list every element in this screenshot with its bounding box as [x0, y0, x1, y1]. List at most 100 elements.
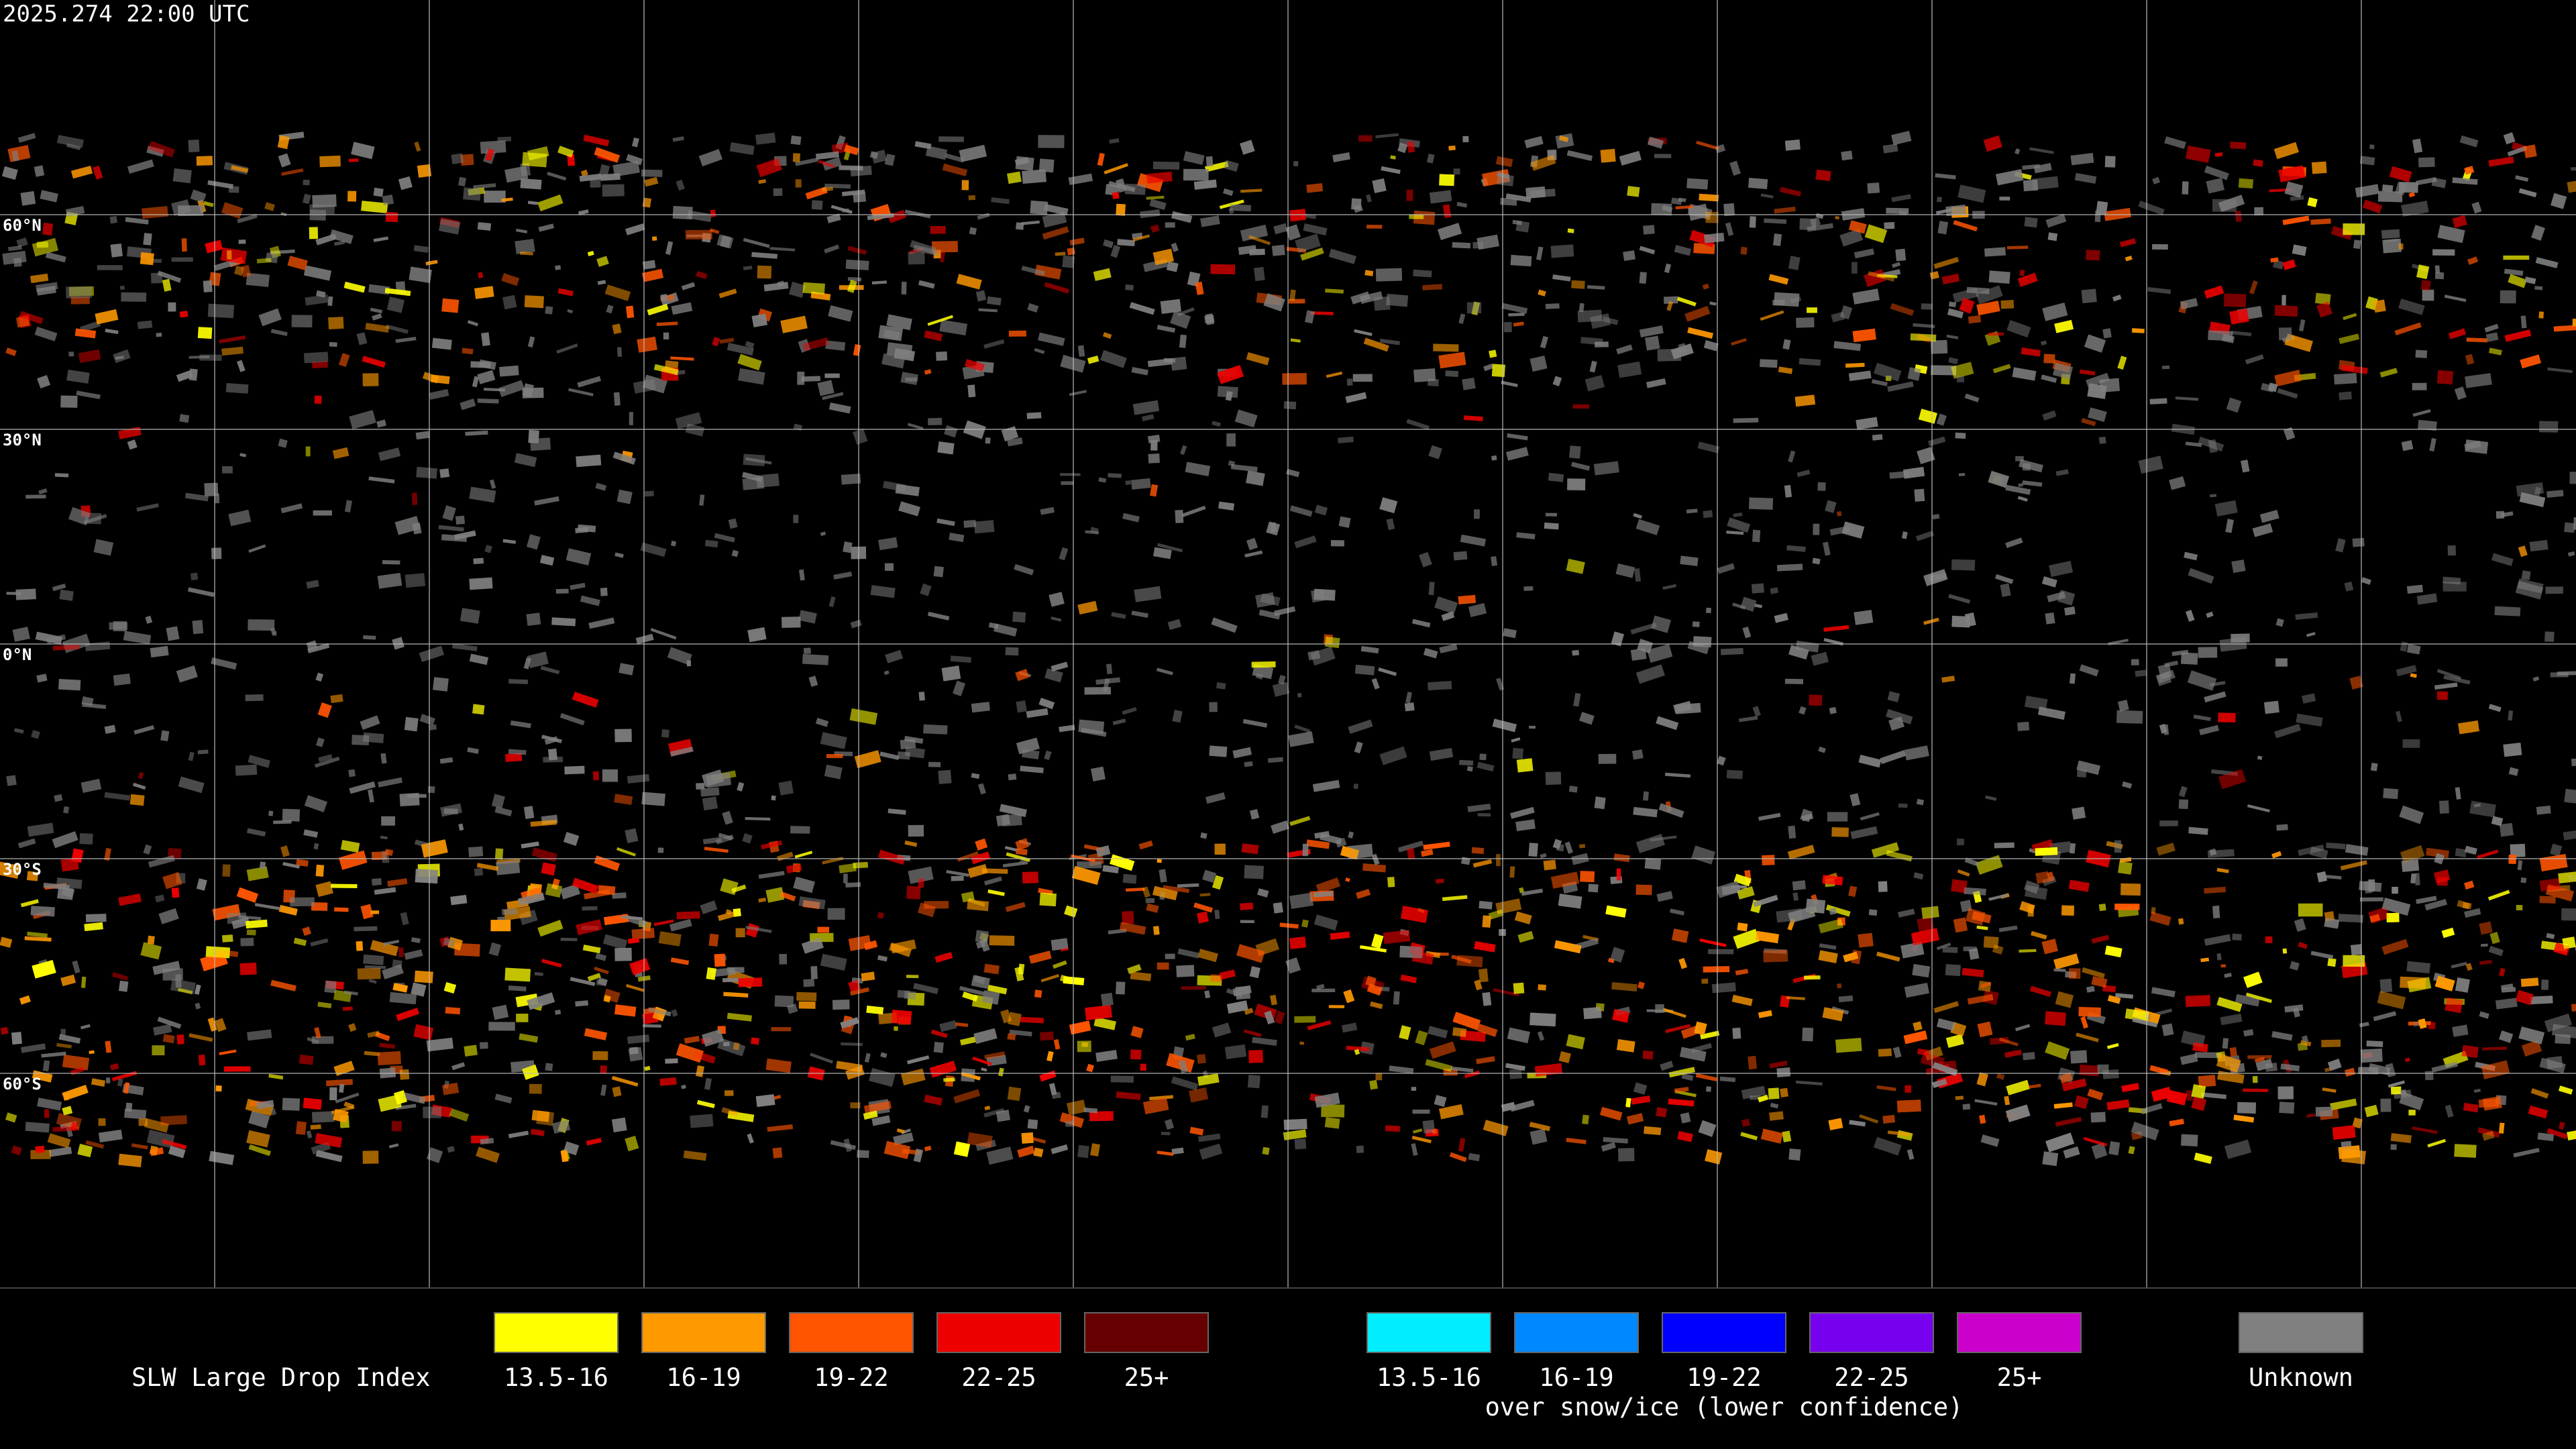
cloud-patch [1157, 859, 1162, 863]
cloud-patch [769, 247, 796, 252]
cloud-patch [1007, 1086, 1022, 1102]
cloud-patch [451, 643, 478, 651]
cloud-patch [1244, 550, 1263, 557]
cloud-patch [780, 315, 808, 333]
cloud-patch [438, 525, 464, 532]
cloud-patch [985, 437, 991, 444]
cloud-patch [1023, 1105, 1030, 1113]
cloud-patch [2091, 976, 2108, 988]
cloud-patch [327, 296, 333, 307]
cloud-patch [1752, 529, 1761, 543]
cloud-patch [2436, 370, 2454, 385]
cloud-patch [710, 209, 716, 217]
cloud-patch [1957, 869, 1970, 877]
cloud-patch [138, 771, 144, 780]
cloud-patch [309, 227, 319, 239]
cloud-patch [2401, 201, 2429, 217]
cloud-patch [828, 305, 853, 322]
cloud-patch [857, 1150, 869, 1159]
cloud-patch [2482, 1095, 2502, 1111]
cloud-patch [1328, 248, 1356, 264]
cloud-patch [1149, 199, 1167, 211]
cloud-patch [2043, 354, 2055, 364]
cloud-patch [1240, 140, 1255, 155]
cloud-patch [2254, 207, 2264, 216]
cloud-patch [197, 749, 209, 755]
cloud-patch [385, 211, 398, 223]
cloud-patch [1725, 222, 1734, 236]
cloud-patch [171, 887, 180, 898]
cloud-patch [35, 1145, 45, 1154]
cloud-patch [1530, 154, 1556, 171]
cloud-patch [468, 187, 485, 196]
cloud-patch [1980, 981, 1992, 989]
cloud-patch [832, 1000, 850, 1010]
cloud-patch [614, 794, 633, 806]
cloud-patch [127, 159, 154, 174]
cloud-patch [470, 361, 491, 368]
cloud-patch [56, 135, 84, 148]
cloud-patch [36, 282, 58, 292]
cloud-patch [2434, 272, 2445, 280]
cloud-patch [2218, 712, 2236, 722]
cloud-patch [576, 454, 602, 468]
cloud-patch [2345, 844, 2369, 856]
cloud-patch [2339, 333, 2360, 344]
cloud-patch [105, 328, 119, 334]
cloud-patch [2192, 1042, 2208, 1053]
cloud-patch [1896, 1099, 1921, 1113]
legend: SLW Large Drop Index 13.5-16 16-19 19-22 22… [131, 1312, 2363, 1421]
cloud-patch [2489, 347, 2502, 356]
cloud-patch [1042, 211, 1067, 228]
cloud-patch [1914, 488, 1925, 502]
cloud-patch [11, 1145, 22, 1156]
cloud-patch [611, 1117, 627, 1132]
cloud-patch [1665, 1024, 1691, 1034]
cloud-patch [1249, 809, 1260, 820]
cloud-patch [205, 239, 223, 254]
cloud-patch [946, 869, 970, 877]
cloud-patch [2212, 199, 2237, 212]
cloud-patch [527, 201, 538, 205]
cloud-patch [1996, 1073, 2005, 1080]
cloud-patch [1647, 643, 1673, 663]
cloud-patch [2138, 455, 2163, 474]
cloud-patch [2199, 724, 2219, 735]
cloud-patch [843, 541, 853, 553]
cloud-patch [1312, 780, 1340, 792]
cloud-patch [2022, 463, 2031, 471]
cloud-patch [1141, 414, 1155, 422]
cloud-patch [975, 290, 987, 302]
cloud-patch [870, 585, 896, 598]
cloud-patch [978, 308, 998, 313]
cloud-patch [1321, 1104, 1345, 1118]
cloud-patch [156, 332, 162, 337]
cloud-patch [376, 419, 387, 428]
cloud-patch [377, 1051, 401, 1066]
cloud-patch [2484, 323, 2499, 333]
cloud-patch [1723, 203, 1735, 217]
cloud-patch [282, 862, 300, 869]
cloud-patch [824, 244, 840, 254]
cloud-patch [1448, 145, 1456, 151]
cloud-patch [1655, 1004, 1664, 1014]
cloud-patch [883, 329, 901, 340]
cloud-patch [724, 1090, 734, 1096]
cloud-patch [1022, 871, 1039, 883]
cloud-patch [1843, 951, 1859, 963]
cloud-patch [443, 937, 455, 947]
cloud-patch [125, 217, 149, 225]
cloud-patch [1605, 905, 1627, 918]
cloud-patch [494, 1093, 513, 1104]
cloud-patch [2079, 664, 2099, 677]
cloud-patch [743, 453, 765, 467]
cloud-patch [1835, 1038, 1862, 1053]
cloud-patch [70, 297, 90, 305]
cloud-patch [2553, 325, 2576, 332]
cloud-patch [541, 959, 562, 968]
cloud-patch [904, 840, 918, 847]
cloud-patch [1764, 218, 1787, 224]
cloud-patch [1223, 188, 1234, 197]
cloud-patch [818, 160, 835, 168]
cloud-patch [1594, 796, 1606, 810]
